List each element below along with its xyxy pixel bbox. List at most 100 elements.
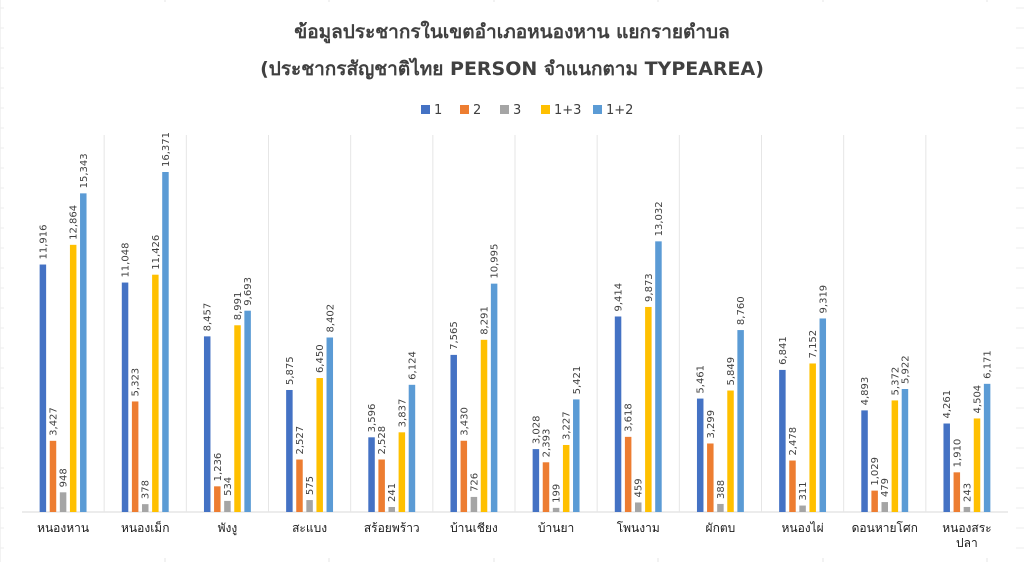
category-label: หนองเม็ก	[121, 520, 169, 535]
data-label: 6,450	[315, 344, 326, 373]
category-label: สร้อยพร้าว	[364, 521, 420, 535]
legend-swatch	[460, 105, 469, 114]
data-label: 459	[634, 478, 645, 497]
bar	[59, 492, 67, 512]
data-label: 378	[141, 480, 152, 499]
bar	[234, 325, 241, 512]
legend-label: 1+2	[606, 103, 633, 118]
bar	[645, 306, 652, 512]
bar	[69, 244, 77, 512]
bar	[80, 193, 87, 512]
data-label: 948	[59, 468, 70, 487]
data-label: 2,478	[788, 427, 799, 456]
bar	[152, 274, 159, 512]
data-label: 1,029	[870, 457, 881, 486]
category-label: พังงู	[218, 521, 238, 536]
bar	[286, 389, 293, 512]
bar	[460, 440, 468, 512]
bar	[326, 337, 334, 512]
data-label: 2,393	[541, 429, 552, 458]
bar	[378, 459, 385, 512]
legend-label: 3	[513, 103, 521, 118]
bar	[963, 506, 971, 512]
legend-label: 1	[434, 103, 442, 118]
bar	[490, 283, 498, 512]
data-label: 8,760	[736, 296, 747, 325]
data-label: 8,291	[480, 306, 491, 335]
category-label: หนองหาน	[37, 521, 89, 535]
data-label: 479	[880, 478, 891, 497]
data-label: 8,402	[325, 304, 336, 333]
data-label: 5,875	[285, 356, 296, 385]
data-label: 7,565	[449, 321, 460, 350]
data-label: 3,227	[562, 411, 573, 440]
bar	[214, 486, 221, 512]
bar	[871, 490, 878, 512]
data-label: 5,461	[696, 365, 707, 394]
data-label: 3,837	[397, 399, 408, 428]
data-label: 534	[223, 477, 234, 496]
bar	[727, 390, 734, 512]
data-label: 241	[387, 483, 398, 502]
data-label: 2,528	[377, 426, 388, 455]
bar	[470, 496, 478, 512]
legend-swatch	[593, 105, 602, 114]
legend-swatch	[500, 105, 509, 114]
data-label: 11,426	[151, 235, 162, 270]
plot-area: 11,916 3,427 948 12,864 15,343 หนองหาน 11,048 5…	[22, 132, 1008, 550]
data-label: 11,048	[121, 243, 132, 278]
category-label: บ้านเชียง	[450, 521, 498, 535]
bar	[131, 401, 139, 512]
bar	[450, 354, 457, 512]
data-label: 3,596	[367, 404, 378, 433]
bar	[983, 383, 991, 512]
data-label: 7,152	[808, 330, 819, 359]
data-label: 5,323	[131, 368, 142, 397]
bar	[552, 507, 560, 512]
category-label: หนองไผ่	[781, 521, 823, 535]
bar	[480, 339, 488, 512]
data-label: 5,922	[900, 355, 911, 384]
data-label: 199	[552, 484, 563, 503]
data-label: 1,910	[952, 439, 963, 468]
bar	[799, 505, 806, 512]
data-label: 16,371	[161, 132, 172, 167]
bar	[306, 500, 313, 512]
data-label: 12,864	[69, 205, 80, 240]
bar	[542, 462, 550, 512]
data-label: 9,693	[243, 277, 254, 306]
bar	[891, 400, 899, 512]
bar	[901, 389, 909, 512]
data-label: 10,995	[490, 244, 501, 279]
bar	[368, 437, 375, 512]
data-label: 5,421	[572, 366, 583, 395]
bar	[861, 410, 868, 512]
category-label: สะแบง	[292, 521, 327, 535]
bar	[408, 384, 416, 512]
bar	[142, 504, 149, 512]
data-label: 311	[798, 481, 809, 500]
data-label: 3,028	[531, 415, 542, 444]
data-label: 9,319	[818, 285, 829, 314]
data-label: 575	[305, 476, 316, 495]
bar	[737, 330, 744, 512]
bar	[819, 318, 827, 512]
category-label: โพนงาม	[617, 521, 660, 535]
bar	[224, 500, 231, 512]
bar	[244, 310, 251, 512]
bar	[573, 399, 580, 512]
data-label: 5,372	[890, 367, 901, 396]
bar	[316, 378, 323, 512]
bar	[881, 502, 888, 512]
legend-swatch	[541, 105, 550, 114]
data-label: 15,343	[79, 153, 90, 188]
data-label: 6,171	[983, 350, 994, 379]
bar	[398, 432, 406, 512]
data-label: 8,991	[233, 292, 244, 321]
data-label: 726	[469, 473, 480, 492]
bar	[789, 460, 796, 512]
category-label: หนองสระ	[942, 521, 991, 535]
category-label: ดอนหายโศก	[852, 521, 918, 535]
bar	[696, 398, 704, 512]
chart-title: ข้อมูลประชากรในเขตอำเภอหนองหาน แยกรายตำบ…	[294, 20, 730, 44]
